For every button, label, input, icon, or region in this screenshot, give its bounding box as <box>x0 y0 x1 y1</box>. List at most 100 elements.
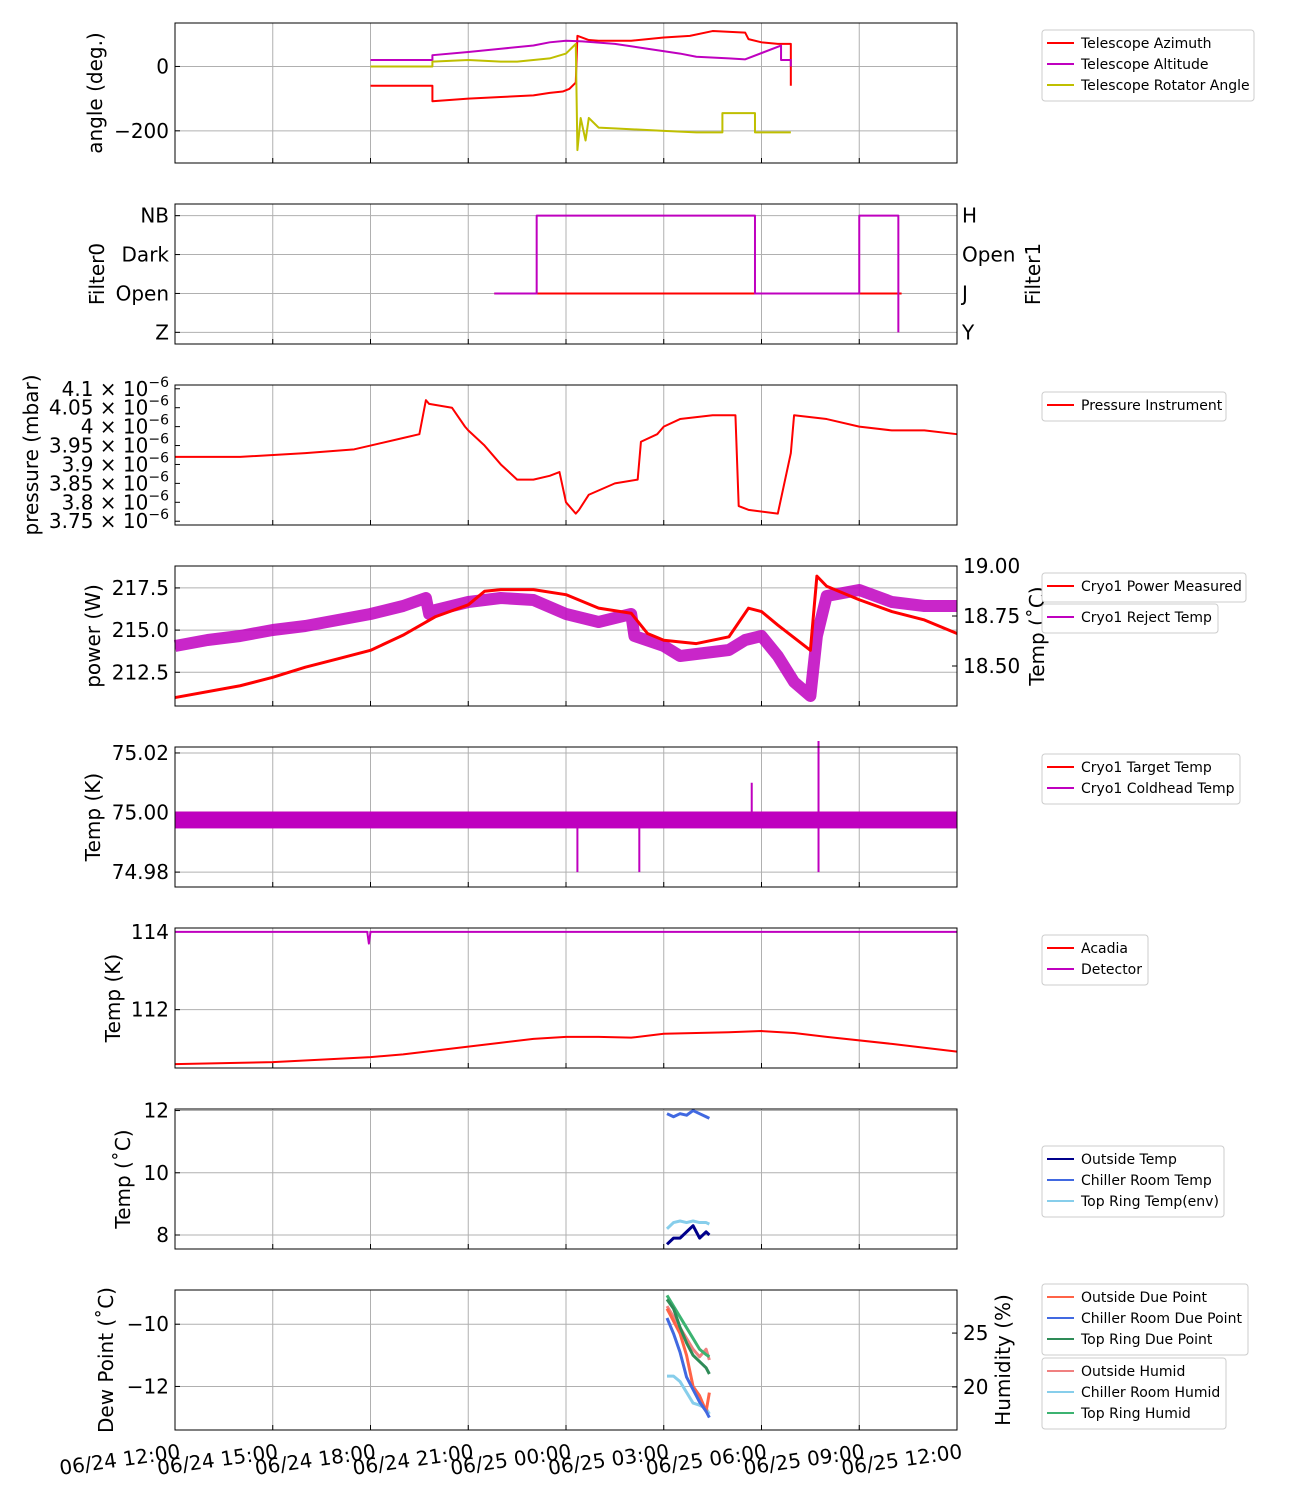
legend-angles-label: Telescope Altitude <box>1080 57 1209 73</box>
pressure-ytick-label: 3.95 × 10−6 <box>49 432 169 458</box>
env_temps-ytick-label: 8 <box>156 1223 169 1247</box>
pressure-ytick-exponent: −6 <box>148 507 169 523</box>
pressure-ytick-base: × 10 <box>93 434 148 458</box>
pressure-ytick-exponent: −6 <box>148 394 169 410</box>
pressure-ytick-label: 4.1 × 10−6 <box>62 375 169 401</box>
filters-left-tick-label: Dark <box>122 243 170 267</box>
filters-left-tick-label: Open <box>116 281 169 305</box>
cryo_power-series-power <box>174 574 958 700</box>
pressure-ytick-base: × 10 <box>93 415 148 439</box>
pressure-ytick-mantissa: 4.05 <box>49 396 94 420</box>
legend-humidity-label: Outside Humid <box>1081 1364 1185 1380</box>
filters-right-tick-label: Y <box>961 320 975 344</box>
pressure-series-0 <box>175 399 958 515</box>
detector-series-1 <box>175 930 957 945</box>
dewpoint-ytick-label: −12 <box>127 1374 169 1398</box>
pressure-ytick-mantissa: 3.8 <box>62 490 94 514</box>
legend-env_temps-label: Top Ring Temp(env) <box>1080 1194 1219 1210</box>
filters-right-tick-label: H <box>962 204 977 228</box>
legend-cryo_temps <box>1041 753 1241 805</box>
filters-left-tick-label: NB <box>140 204 169 228</box>
cryo_power-ytick-label: 217.5 <box>112 576 169 600</box>
cryo_temps-ytick-label: 75.00 <box>112 801 169 825</box>
filters-series-1 <box>494 214 900 333</box>
cryo_temps-coldhead-band <box>175 811 957 829</box>
legend-dewpoint-label: Outside Due Point <box>1081 1290 1208 1306</box>
filters-ylabel: Filter1 <box>1021 243 1045 305</box>
pressure-ytick-mantissa: 4 <box>81 415 94 439</box>
legend-cryo_power_right <box>1041 603 1219 634</box>
pressure-ytick-base: × 10 <box>93 377 148 401</box>
humidity-ytick-label: 25 <box>963 1321 988 1345</box>
legend-pressure-label: Pressure Instrument <box>1081 398 1223 414</box>
dewpoint-series-2 <box>665 1298 711 1375</box>
legend-dewpoint <box>1041 1283 1249 1356</box>
pressure-ytick-label: 3.85 × 10−6 <box>49 469 169 495</box>
pressure-ytick-label: 3.8 × 10−6 <box>62 488 169 514</box>
cryo_temps-ylabel: Temp (K) <box>81 773 105 862</box>
pressure-plot-frame <box>174 384 958 526</box>
legend-humidity-label: Chiller Room Humid <box>1081 1385 1220 1401</box>
filters-right-tick-label: Open <box>962 243 1015 267</box>
env_temps-ytick-label: 12 <box>144 1099 169 1123</box>
legend-pressure <box>1041 391 1227 422</box>
cryo_power-plot-frame <box>174 565 958 707</box>
legend-env_temps-label: Chiller Room Temp <box>1081 1173 1212 1189</box>
detector-ytick-label: 112 <box>131 998 169 1022</box>
legend-dewpoint-label: Chiller Room Due Point <box>1081 1311 1242 1327</box>
env_temps-series-1 <box>666 1109 711 1120</box>
angles-ytick-label: −200 <box>114 119 169 143</box>
legend-cryo_power_right-label: Cryo1 Reject Temp <box>1081 610 1212 626</box>
env_temps-series-0 <box>665 1224 711 1246</box>
cryo_power-ylabel: Temp (˚C) <box>1025 586 1049 686</box>
filters-plot-frame <box>174 203 958 345</box>
angles-series-0 <box>370 30 792 103</box>
cryo_temps-ytick-label: 75.02 <box>112 741 169 765</box>
humidity-ytick-label: 20 <box>963 1375 988 1399</box>
env_temps-series-2 <box>665 1219 711 1230</box>
pressure-ytick-label: 4.05 × 10−6 <box>49 394 169 420</box>
legend-angles-label: Telescope Rotator Angle <box>1080 78 1250 94</box>
pressure-ytick-exponent: −6 <box>148 432 169 448</box>
detector-plot-frame <box>174 927 958 1069</box>
detector-ytick-label: 114 <box>131 920 169 944</box>
legend-cryo_temps-label: Cryo1 Target Temp <box>1081 760 1212 776</box>
pressure-ytick-base: × 10 <box>93 396 148 420</box>
legend-cryo_temps-label: Cryo1 Coldhead Temp <box>1081 781 1235 797</box>
legend-env_temps-label: Outside Temp <box>1081 1152 1177 1168</box>
env_temps-plot-frame <box>174 1108 958 1250</box>
pressure-ytick-mantissa: 3.95 <box>49 434 94 458</box>
cryo_temps-ytick-label: 74.98 <box>112 860 169 884</box>
pressure-ytick-exponent: −6 <box>148 375 169 391</box>
cryo_power-ytick-right-label: 18.75 <box>963 604 1020 628</box>
env_temps-ytick-label: 10 <box>144 1161 169 1185</box>
legend-humidity <box>1041 1357 1227 1430</box>
pressure-ytick-base: × 10 <box>93 509 148 533</box>
pressure-ytick-label: 3.75 × 10−6 <box>49 507 169 533</box>
pressure-ytick-exponent: −6 <box>148 450 169 466</box>
detector-series-0 <box>174 1030 958 1066</box>
pressure-ytick-exponent: −6 <box>148 488 169 504</box>
pressure-ytick-label: 3.9 × 10−6 <box>62 450 169 476</box>
pressure-ytick-mantissa: 3.85 <box>49 471 94 495</box>
dewpoint-series-1 <box>665 1317 711 1419</box>
legend-angles-label: Telescope Azimuth <box>1080 36 1211 52</box>
humidity-series-0 <box>665 1305 711 1361</box>
pressure-ytick-base: × 10 <box>93 490 148 514</box>
angles-ylabel: angle (deg.) <box>83 32 107 154</box>
legend-detector-label: Acadia <box>1081 941 1128 957</box>
cryo_power-ylabel: power (W) <box>81 584 105 688</box>
detector-ylabel: Temp (K) <box>101 954 125 1043</box>
angles-series-2 <box>370 42 791 152</box>
pressure-ytick-exponent: −6 <box>148 469 169 485</box>
angles-plot-frame <box>174 22 958 164</box>
pressure-ytick-base: × 10 <box>93 471 148 495</box>
dewpoint-plot-frame <box>174 1289 958 1431</box>
legend-angles <box>1041 29 1255 102</box>
pressure-ytick-base: × 10 <box>93 452 148 476</box>
filters-left-tick-label: Z <box>155 320 169 344</box>
pressure-ytick-mantissa: 3.9 <box>62 452 94 476</box>
cryo_power-ytick-label: 215.0 <box>112 618 169 642</box>
legend-humidity-label: Top Ring Humid <box>1080 1406 1191 1422</box>
